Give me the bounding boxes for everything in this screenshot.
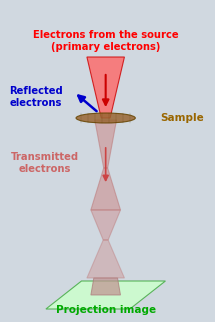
Text: Sample: Sample	[160, 113, 204, 123]
Polygon shape	[95, 120, 117, 168]
Polygon shape	[87, 240, 124, 278]
Text: Projection image: Projection image	[56, 305, 156, 315]
Text: Transmitted
electrons: Transmitted electrons	[10, 152, 78, 174]
Ellipse shape	[76, 113, 135, 123]
Text: Electrons from the source
(primary electrons): Electrons from the source (primary elect…	[33, 30, 178, 52]
Polygon shape	[91, 210, 120, 240]
Text: Reflected
electrons: Reflected electrons	[9, 86, 62, 108]
Polygon shape	[91, 168, 120, 210]
Polygon shape	[46, 281, 165, 309]
Polygon shape	[87, 57, 124, 118]
Polygon shape	[91, 278, 120, 295]
